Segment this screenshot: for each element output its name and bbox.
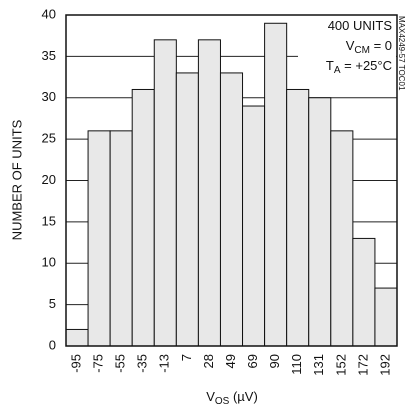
x-label-main: V — [206, 389, 215, 404]
x-tick-label: 7 — [179, 354, 194, 361]
figure-id: MAX4249-57 TOC01 — [397, 16, 406, 91]
bar — [175, 72, 199, 347]
bar — [197, 39, 221, 347]
annotation-part: V — [346, 38, 355, 53]
y-axis-label: NUMBER OF UNITS — [9, 119, 24, 240]
annotation-part: T — [326, 58, 334, 73]
y-tick-label: 25 — [42, 131, 56, 146]
x-tick-label: 152 — [333, 354, 348, 376]
annotation-part: CM — [354, 45, 370, 56]
x-tick-label: 69 — [245, 354, 260, 368]
x-label-sub: OS — [215, 396, 230, 407]
bar — [286, 88, 310, 347]
bar — [374, 287, 398, 347]
bar — [219, 72, 244, 347]
y-tick-label: 5 — [49, 296, 56, 311]
bar — [264, 22, 288, 347]
x-tick-label: 192 — [377, 354, 392, 376]
annotation-part: = 0 — [370, 38, 392, 53]
x-tick-label: 172 — [355, 354, 370, 376]
bar — [65, 328, 89, 347]
bar — [109, 130, 133, 347]
plot-frame — [65, 14, 398, 347]
bar — [131, 88, 155, 347]
annotation-part: A — [334, 65, 341, 76]
bar — [330, 130, 354, 347]
bar — [308, 97, 332, 347]
annotation: TA = +25°C — [326, 58, 392, 75]
x-label-unit: (µV) — [229, 389, 257, 404]
x-tick-label: -75 — [91, 354, 106, 373]
bar — [352, 237, 376, 347]
annotation-part: = +25°C — [341, 58, 392, 73]
x-tick-label: 28 — [201, 354, 216, 368]
x-tick-label: -13 — [157, 354, 172, 373]
x-tick-label: 110 — [289, 354, 304, 375]
x-tick-label: 90 — [267, 354, 282, 368]
y-tick-label: 30 — [42, 89, 56, 104]
x-axis-label: VOS (µV) — [206, 389, 258, 406]
bar — [242, 105, 266, 347]
y-tick-label: 0 — [49, 337, 56, 352]
annotation: 400 UNITS — [328, 18, 393, 33]
y-tick-label: 15 — [42, 213, 56, 228]
annotation: VCM = 0 — [346, 38, 392, 55]
bar — [87, 130, 111, 347]
x-tick-label: -35 — [135, 354, 150, 373]
y-tick-label: 35 — [42, 48, 56, 63]
annotation-part: 400 UNITS — [328, 18, 393, 33]
y-tick-label: 10 — [42, 255, 56, 270]
x-tick-label: 49 — [223, 354, 238, 368]
y-tick-label: 40 — [42, 6, 56, 21]
x-tick-label: 131 — [311, 354, 326, 376]
x-tick-label: -55 — [113, 354, 128, 373]
annotation-box — [298, 16, 396, 84]
x-tick-label: -95 — [68, 354, 83, 373]
bar — [153, 39, 177, 347]
y-tick-label: 20 — [42, 172, 56, 187]
